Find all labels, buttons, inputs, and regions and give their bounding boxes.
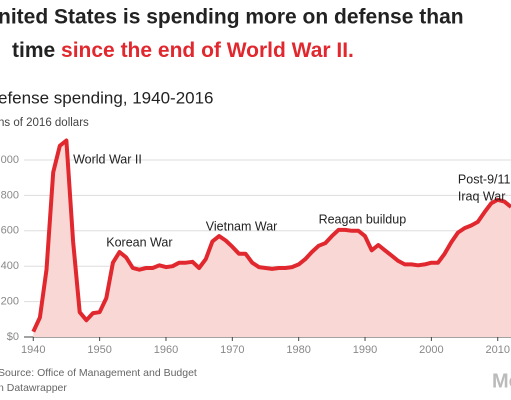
y-tick-label: 000 bbox=[1, 154, 19, 166]
annotation: Post-9/11, bbox=[458, 173, 511, 187]
title-highlight: since the end of World War II. bbox=[61, 39, 354, 62]
x-tick-label: 1990 bbox=[353, 344, 377, 356]
plot bbox=[24, 138, 511, 341]
y-tick-label: $0 bbox=[7, 331, 19, 343]
x-tick-label: 1960 bbox=[154, 344, 178, 356]
annotation: World War II bbox=[73, 152, 142, 166]
x-tick-label: 2010 bbox=[485, 344, 509, 356]
x-tick-label: 1940 bbox=[21, 344, 45, 356]
title-text: time bbox=[12, 39, 55, 62]
y-tick-label: 400 bbox=[1, 260, 19, 272]
subtitle: efense spending, 1940-2016 bbox=[0, 88, 214, 107]
x-tick-label: 1980 bbox=[286, 344, 310, 356]
source: Source: Office of Management and Budget bbox=[0, 367, 197, 379]
y-tick-label: 600 bbox=[1, 225, 19, 237]
credit: n Datawrapper bbox=[0, 382, 67, 394]
x-tick-label: 1970 bbox=[220, 344, 244, 356]
annotation: Reagan buildup bbox=[319, 212, 407, 226]
chart-title: nited States is spending more on defense… bbox=[0, 6, 464, 29]
annotation: Korean War bbox=[106, 235, 172, 249]
unit-label: ns of 2016 dollars bbox=[0, 117, 89, 129]
x-tick-label: 1950 bbox=[87, 344, 111, 356]
chart-title: time since the end of World War II. bbox=[12, 39, 354, 62]
y-tick-label: 800 bbox=[1, 189, 19, 201]
annotation: Vietnam War bbox=[206, 220, 278, 234]
annotation: Iraq War bbox=[458, 189, 505, 203]
area bbox=[33, 140, 511, 337]
logo: Mo bbox=[492, 370, 511, 392]
x-tick-label: 2000 bbox=[419, 344, 443, 356]
y-tick-label: 200 bbox=[1, 296, 19, 308]
line bbox=[31, 138, 511, 333]
